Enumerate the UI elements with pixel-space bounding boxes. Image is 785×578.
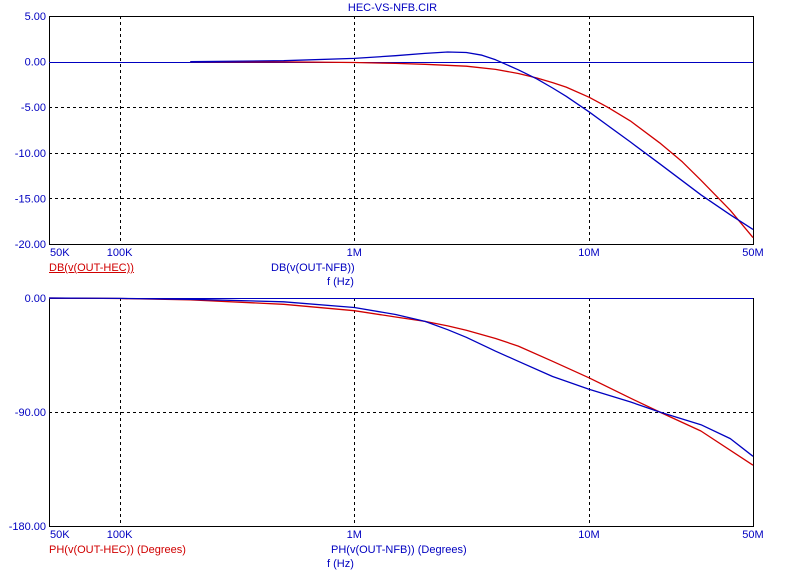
phase-plot: 0.00 -90.00 -180.00 50K 100K 1M 10M 50M (9, 293, 764, 541)
xlabel-top: f (Hz) (327, 276, 354, 288)
xlabel-bottom: f (Hz) (327, 558, 354, 570)
phase-ytick-label: 0.00 (25, 293, 46, 305)
mag-xtick-label: 50M (742, 247, 763, 259)
phase-xtick-label: 50M (742, 529, 763, 541)
mag-xtick-label: 50K (50, 247, 70, 259)
phase-xtick-label: 100K (107, 529, 133, 541)
mag-xtick-label: 10M (578, 247, 599, 259)
legend-ph-nfb: PH(v(OUT-NFB)) (Degrees) (331, 544, 467, 556)
phase-xtick-label: 1M (347, 529, 362, 541)
mag-ytick-label: 5.00 (25, 11, 46, 23)
phase-ytick-label: -180.00 (9, 521, 46, 533)
mag-ytick-label: -15.00 (15, 193, 46, 205)
legend-db-nfb: DB(v(OUT-NFB)) (271, 262, 355, 274)
mag-xtick-label: 1M (347, 247, 362, 259)
phase-series-line-hec (48, 297, 754, 466)
mag-ytick-label: -5.00 (21, 102, 46, 114)
phase-xtick-label: 10M (578, 529, 599, 541)
phase-xtick-label: 50K (50, 529, 70, 541)
mag-xtick-label: 100K (107, 247, 133, 259)
mag-series-line-hec (190, 60, 754, 239)
magnitude-plot: 5.00 0.00 -5.00 -10.00 -15.00 -20.00 50K 100K 1M… (15, 11, 764, 259)
mag-ytick-label: -10.00 (15, 148, 46, 160)
mag-ytick-label: -20.00 (15, 239, 46, 251)
phase-ytick-label: -90.00 (15, 407, 46, 419)
legend-ph-hec: PH(v(OUT-HEC)) (Degrees) (49, 544, 186, 556)
legend-db-hec: DB(v(OUT-HEC)) (49, 262, 134, 274)
mag-ytick-label: 0.00 (25, 57, 46, 69)
mag-plot-frame (49, 16, 754, 245)
chart-title: HEC-VS-NFB.CIR (347, 2, 438, 14)
phase-plot-frame (49, 298, 754, 527)
mag-series-line-nfb (190, 51, 754, 230)
phase-series-line-nfb (48, 297, 754, 457)
